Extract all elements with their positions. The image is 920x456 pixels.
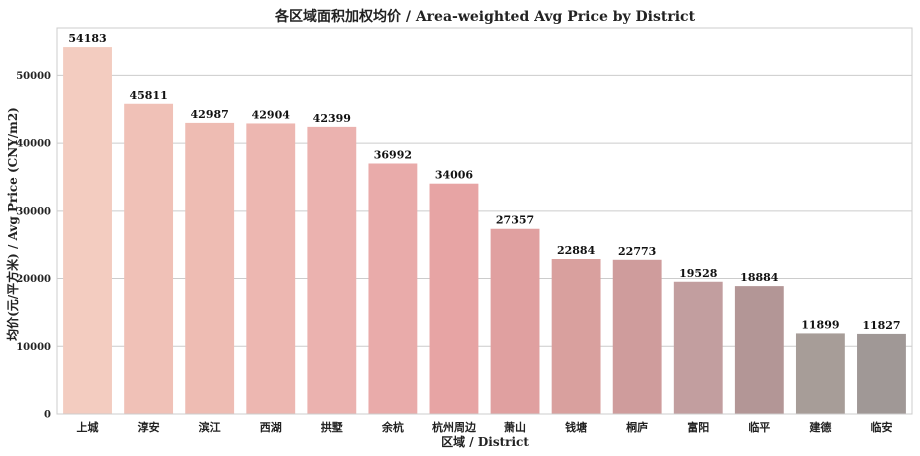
x-tick-label: 杭州周边 (432, 420, 477, 434)
bar (307, 126, 357, 414)
bar-value-label: 36992 (374, 148, 412, 161)
bar-value-label: 45811 (129, 89, 167, 102)
bar (857, 333, 906, 414)
bar-value-label: 11827 (862, 319, 900, 332)
bar (612, 259, 662, 414)
x-axis-ticks: 上城 淳安 滨江 西湖 拱墅 余杭 杭州周边 萧山 钱塘 桐庐 富阳 临平 建德 临安 (77, 420, 893, 434)
bar (124, 103, 174, 415)
x-tick-label: 萧山 (504, 420, 526, 434)
bar-value-label: 19528 (679, 267, 718, 280)
x-axis-label: 区域 / District (441, 434, 529, 449)
bar (246, 123, 296, 414)
chart-title: 各区域面积加权均价 / Area-weighted Avg Price by D… (274, 8, 696, 25)
x-tick-label: 西湖 (260, 420, 282, 434)
bars (63, 47, 906, 415)
bar (795, 333, 845, 414)
bar-value-label: 42987 (191, 108, 229, 121)
x-tick-label: 淳安 (138, 420, 160, 434)
y-tick-label: 50000 (16, 71, 51, 82)
bar (429, 183, 479, 414)
y-tick-label: 30000 (16, 206, 51, 217)
bar-value-label: 54183 (68, 32, 106, 45)
bar-value-label: 34006 (435, 169, 474, 182)
x-tick-label: 建德 (809, 420, 831, 434)
y-tick-label: 10000 (16, 342, 51, 353)
x-tick-label: 临平 (748, 420, 770, 434)
x-tick-label: 富阳 (687, 420, 709, 434)
x-tick-label: 临安 (870, 420, 892, 434)
bar (185, 122, 235, 414)
bar-value-label: 22884 (557, 244, 596, 257)
x-tick-label: 拱墅 (321, 420, 343, 434)
bar (490, 228, 540, 414)
bar-value-label: 22773 (618, 245, 656, 258)
bar-value-label: 18884 (740, 271, 779, 284)
y-axis-label: 均价(元/平方米) / Avg Price (CNY/m2) (5, 107, 20, 341)
y-tick-label: 40000 (16, 139, 51, 150)
bar (63, 47, 112, 414)
bar (734, 286, 784, 414)
y-tick-label: 0 (44, 410, 51, 421)
bar-value-label: 27357 (496, 214, 534, 227)
bar-value-label: 42399 (313, 112, 351, 125)
y-axis-ticks: 0 10000 20000 30000 40000 50000 (16, 71, 51, 421)
x-tick-label: 钱塘 (565, 420, 587, 434)
y-tick-label: 20000 (16, 274, 51, 285)
bar-value-label: 11899 (801, 318, 839, 331)
plot-frame (56, 27, 913, 415)
data-labels: 54183 45811 42987 42904 42399 36992 34006 27357… (68, 32, 900, 332)
bar (368, 163, 418, 414)
x-tick-label: 上城 (77, 420, 99, 434)
bar-value-label: 42904 (252, 108, 291, 121)
bar (673, 281, 723, 414)
x-tick-label: 桐庐 (626, 420, 648, 434)
bar (551, 259, 601, 414)
x-tick-label: 余杭 (381, 420, 404, 434)
x-tick-label: 滨江 (199, 420, 221, 434)
